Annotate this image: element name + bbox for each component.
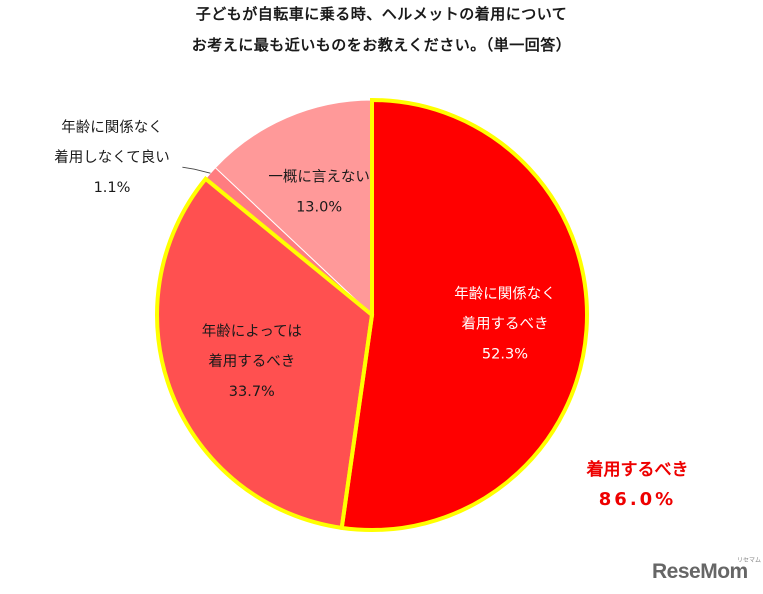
slice-label-always-wear-value: 52.3% bbox=[482, 346, 528, 362]
resemom-logo: ReseMom bbox=[652, 560, 748, 583]
pie-slice-cannot-say bbox=[214, 99, 373, 317]
chart-title-line-1: 子どもが自転車に乗る時、ヘルメットの着用について bbox=[195, 5, 568, 23]
slice-label-always-wear-line1: 年齢に関係なく bbox=[454, 285, 556, 302]
summary-callout: 着用するべき 86.0% bbox=[555, 455, 720, 515]
slice-label-depends-on-age-line1: 年齢によっては bbox=[202, 323, 302, 340]
slice-label-cannot-say-line1: 一概に言えない bbox=[268, 169, 370, 186]
summary-value: 86.0% bbox=[598, 489, 677, 510]
slice-label-no-helmet: 年齢に関係なく 着用しなくて良い 1.1% bbox=[12, 113, 212, 203]
leader-line-no-helmet bbox=[182, 166, 211, 174]
slice-label-cannot-say-value: 13.0% bbox=[296, 200, 342, 216]
resemom-logo-kana: リセマム bbox=[737, 557, 762, 564]
slice-label-depends-on-age-line2: 着用するべき bbox=[208, 353, 295, 370]
slice-label-no-helmet-line2: 着用しなくて良い bbox=[54, 150, 170, 166]
summary-label: 着用するべき bbox=[586, 460, 689, 480]
pie-slice-always-wear bbox=[341, 99, 588, 531]
slice-label-no-helmet-value: 1.1% bbox=[93, 180, 131, 196]
highlight-outline-depends-on-age bbox=[155, 176, 375, 531]
highlight-outline-always-wear bbox=[339, 97, 589, 532]
slice-label-always-wear-line2: 着用するべき bbox=[461, 315, 548, 332]
slice-label-no-helmet-line1: 年齢に関係なく bbox=[61, 120, 163, 136]
slice-label-depends-on-age-value: 33.7% bbox=[229, 384, 275, 400]
chart-title-line-2: お考えに最も近いものをお教えください。（単一回答） bbox=[191, 36, 572, 54]
